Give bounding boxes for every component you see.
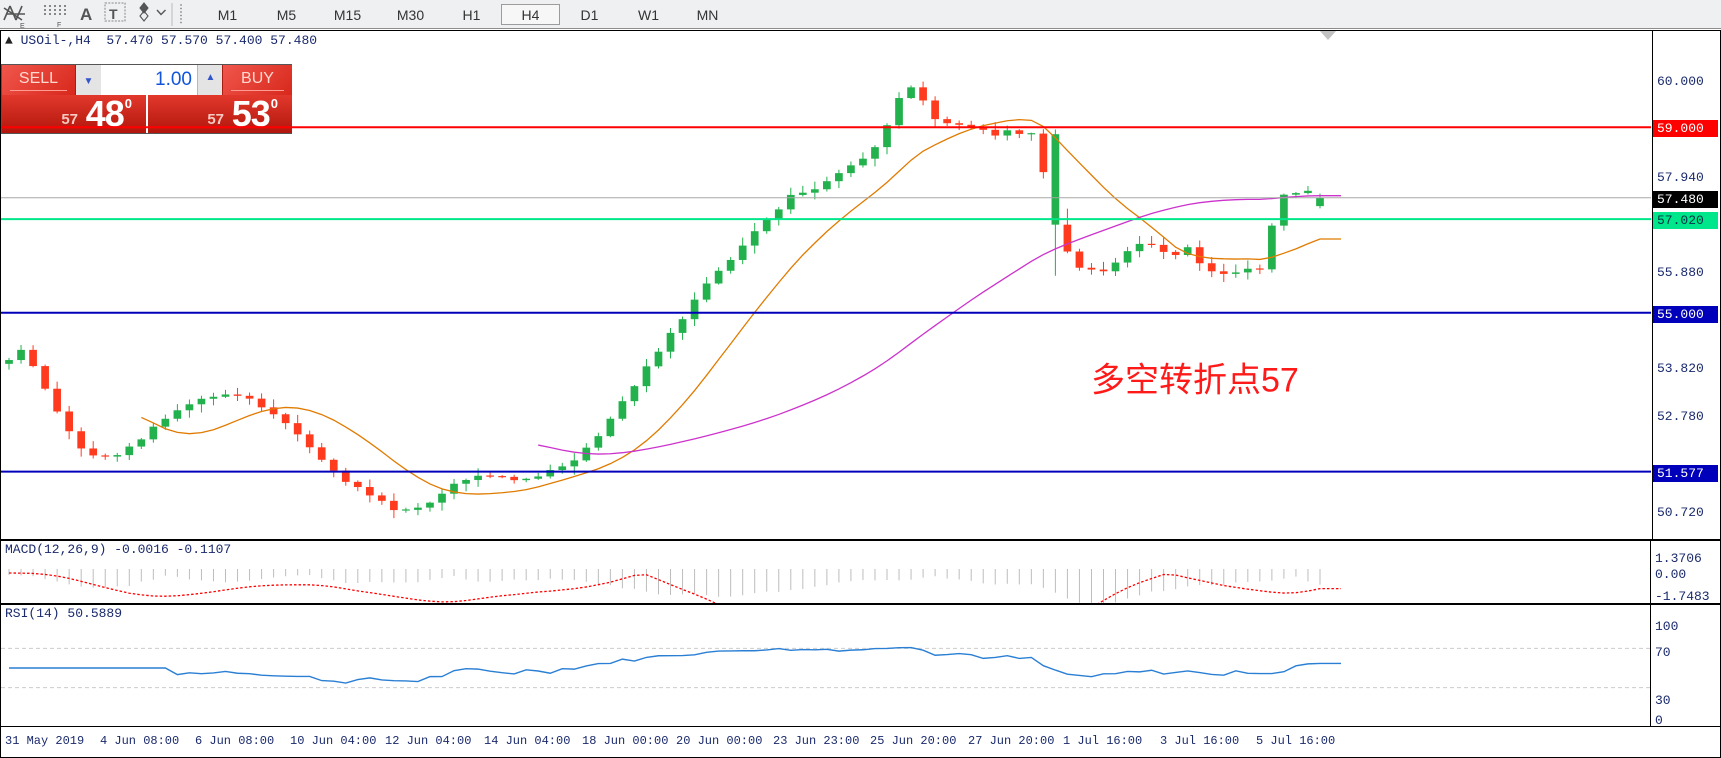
svg-text:A: A bbox=[80, 5, 92, 24]
svg-text:E: E bbox=[20, 23, 25, 29]
svg-text:F: F bbox=[57, 22, 61, 29]
svg-text:多空转折点57: 多空转折点57 bbox=[1091, 362, 1299, 400]
svg-text:T: T bbox=[109, 6, 118, 22]
